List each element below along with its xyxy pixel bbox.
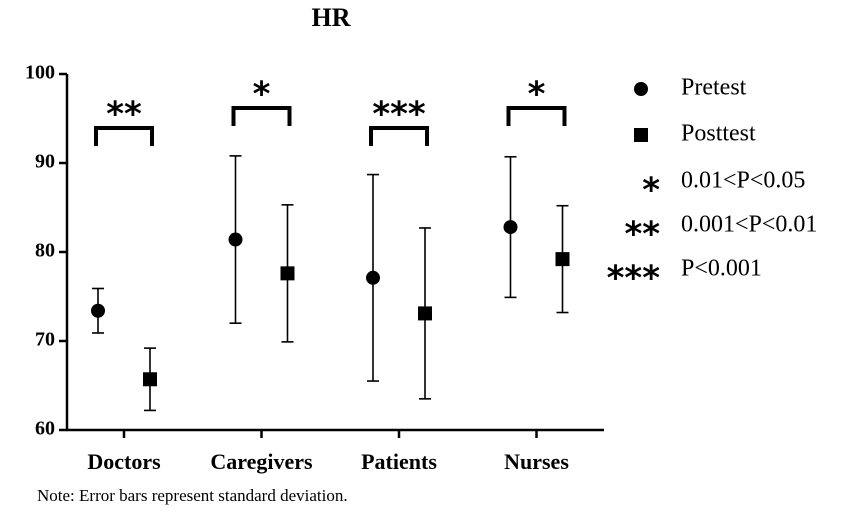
point [280, 266, 295, 281]
y-tick-label: 70 [35, 329, 55, 351]
significance-bracket [94, 126, 154, 146]
significance-label: ** [106, 95, 142, 135]
point [91, 303, 105, 318]
significance-bracket [506, 106, 567, 126]
legend-symbol: *** [607, 259, 661, 299]
x-tick-label: Nurses [504, 449, 569, 474]
significance-bracket [369, 126, 429, 146]
point [228, 232, 243, 247]
point [555, 252, 570, 267]
legend-label: P<0.001 [681, 256, 762, 282]
y-tick-label: 80 [35, 240, 55, 262]
point [503, 220, 518, 235]
legend-marker [634, 82, 648, 96]
significance-label: *** [372, 95, 426, 135]
significance-bracket [231, 106, 292, 126]
y-tick-label: 90 [35, 151, 55, 173]
significance-label: * [528, 75, 546, 115]
significance-label: * [253, 75, 271, 115]
legend-marker [634, 128, 648, 142]
legend-label: 0.01<P<0.05 [681, 168, 805, 194]
x-tick-label: Caregivers [210, 449, 313, 474]
legend-label: Pretest [681, 75, 747, 101]
y-tick-label: 100 [25, 62, 55, 84]
chart-title: HR [312, 3, 351, 32]
legend-label: 0.001<P<0.01 [681, 212, 817, 238]
legend-symbol: * [642, 171, 660, 211]
x-tick-label: Patients [361, 449, 437, 474]
point [418, 306, 432, 321]
point [366, 270, 380, 285]
legend-symbol: ** [624, 215, 660, 255]
y-tick-label: 60 [35, 418, 55, 440]
x-tick-label: Doctors [87, 449, 161, 474]
point [143, 372, 157, 387]
legend-label: Posttest [681, 121, 756, 147]
note: Note: Error bars represent standard devi… [37, 486, 348, 505]
